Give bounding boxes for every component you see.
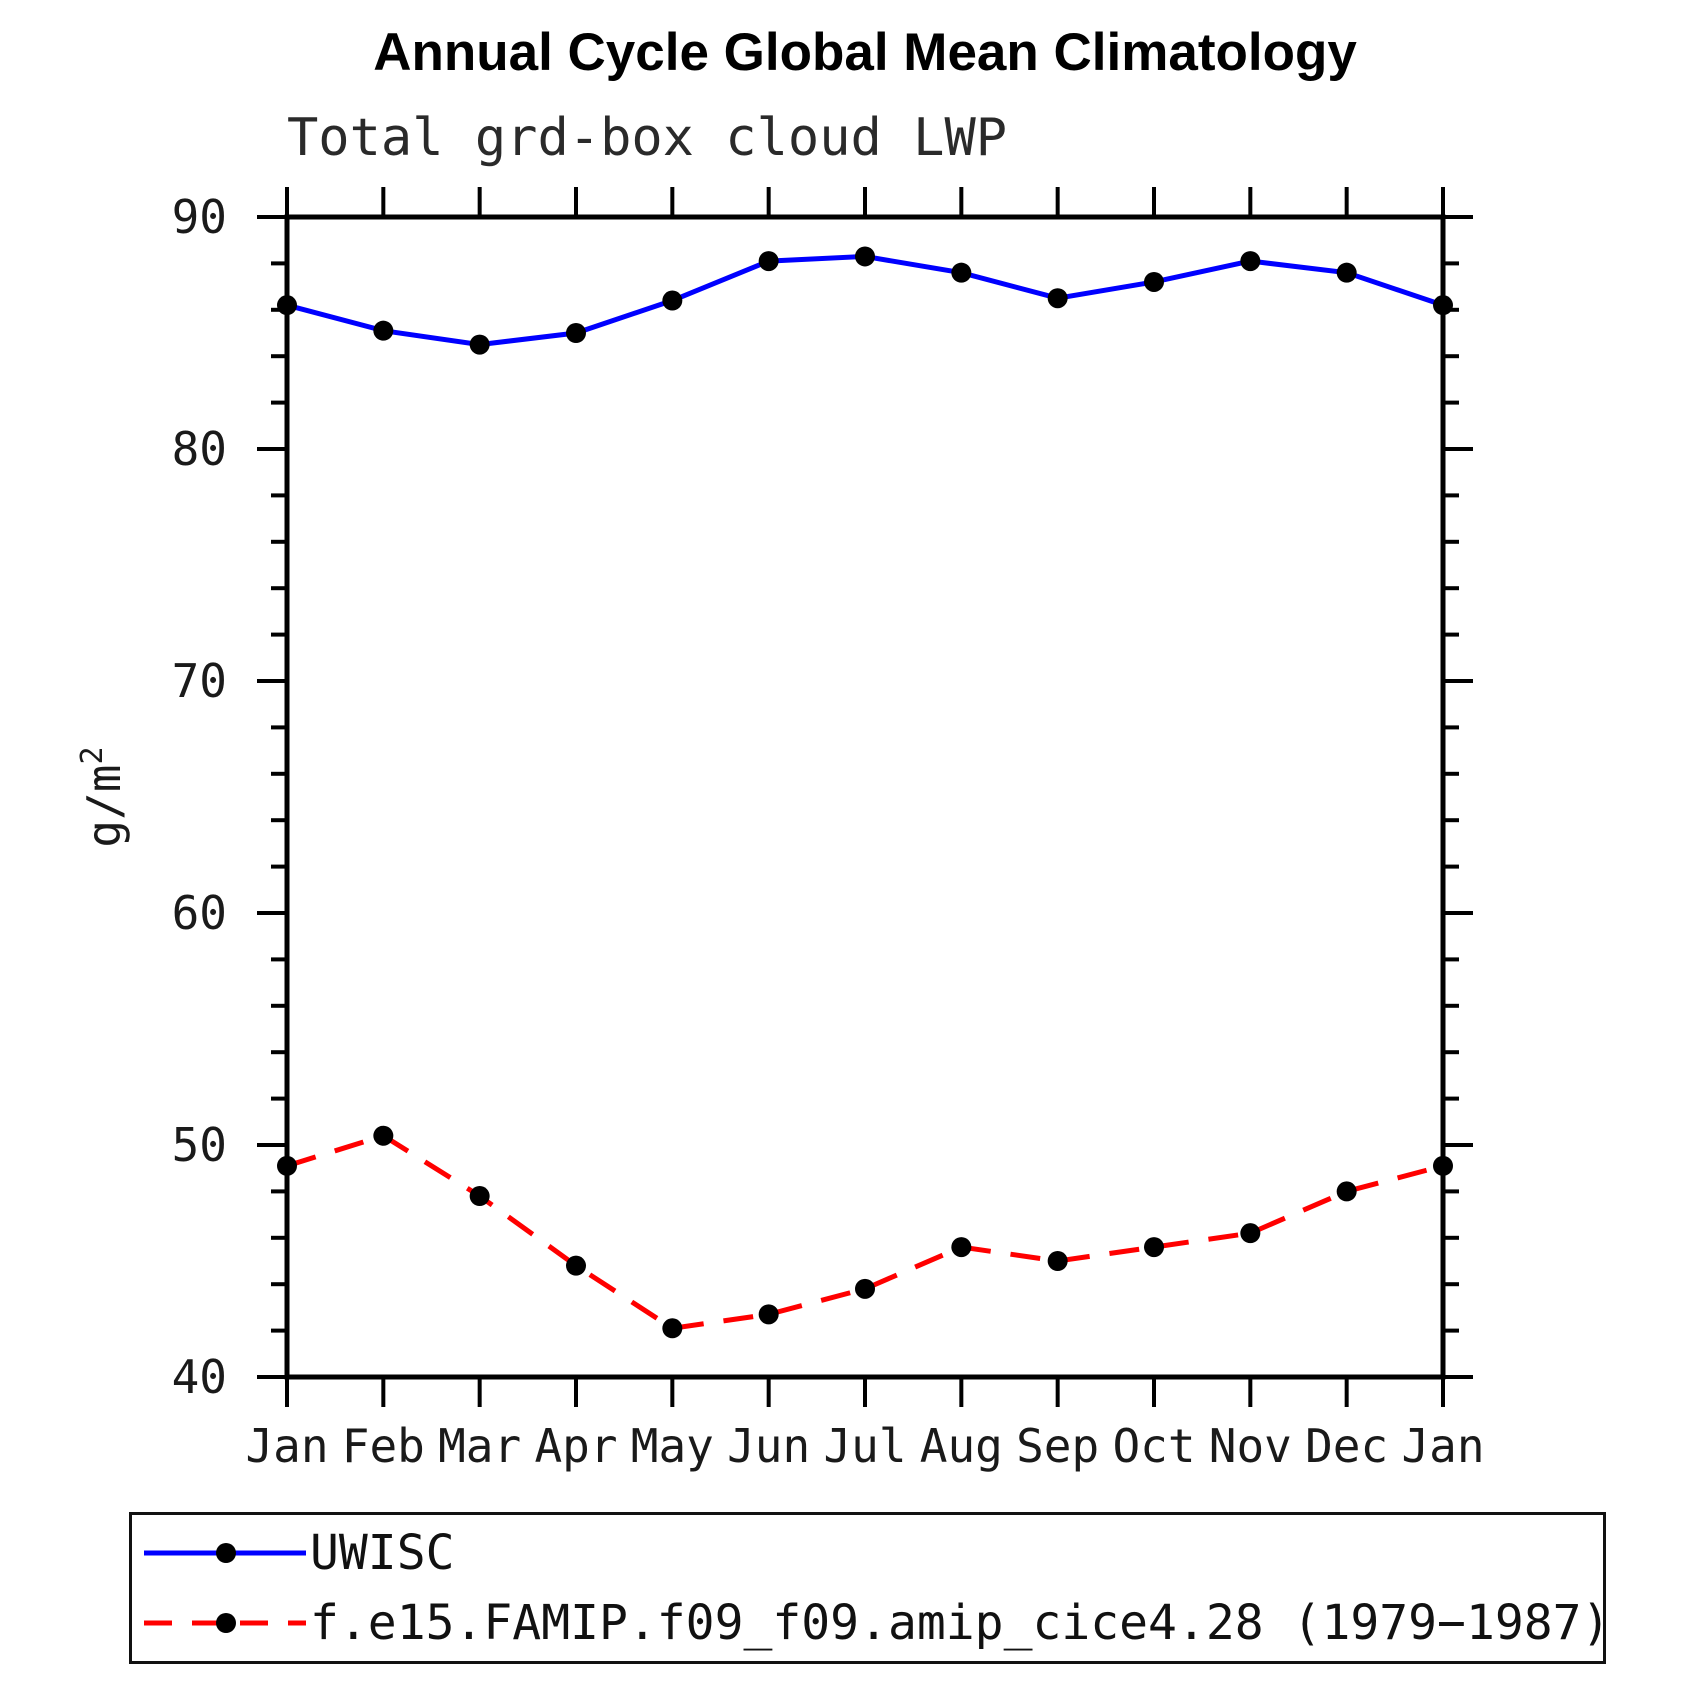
x-tick-label: Mar: [438, 1419, 521, 1473]
y-axis-title: g/m2: [75, 746, 131, 847]
legend-entry-uwisc: UWISC: [140, 1518, 1603, 1588]
x-tick-label: Apr: [534, 1419, 617, 1473]
x-tick-label: Sep: [1016, 1419, 1099, 1473]
data-point-0-10: [1240, 251, 1261, 272]
data-point-0-9: [1144, 271, 1164, 292]
y-tick-label: 50: [172, 1118, 227, 1172]
legend-box: UWISC f.e15.FAMIP.f09_f09.amip_cice4.28 …: [129, 1512, 1610, 1664]
series-line-0: [286, 253, 1444, 348]
data-point-1-8: [1047, 1251, 1068, 1271]
data-point-1-1: [373, 1125, 394, 1146]
data-point-1-10: [1240, 1223, 1261, 1244]
x-tick-label: Oct: [1112, 1419, 1195, 1473]
data-point-0-0: [277, 295, 297, 316]
data-point-0-2: [469, 334, 490, 355]
y-tick-label: 70: [172, 654, 227, 708]
legend-label-model: f.e15.FAMIP.f09_f09.amip_cice4.28 (1979−…: [310, 1595, 1611, 1651]
y-tick-label: 90: [172, 190, 227, 244]
data-point-1-5: [758, 1304, 779, 1325]
plot-frame: [284, 214, 1446, 1380]
x-tick-label: Feb: [342, 1419, 425, 1473]
x-tick-label: Dec: [1305, 1419, 1388, 1473]
x-tick-label: May: [631, 1419, 714, 1473]
data-point-1-3: [566, 1255, 586, 1276]
legend-marker-circle-icon: [216, 1613, 236, 1633]
data-point-0-11: [1336, 262, 1357, 283]
data-point-1-0: [277, 1155, 297, 1176]
data-point-0-7: [951, 262, 972, 283]
legend-marker-circle-icon: [216, 1543, 236, 1563]
data-point-0-5: [758, 251, 779, 272]
y-tick-label: 40: [172, 1350, 227, 1404]
y-tick-label: 60: [172, 886, 227, 940]
x-tick-label: Nov: [1209, 1419, 1292, 1473]
x-tick-label: Jan: [1401, 1419, 1484, 1473]
legend-entry-model: f.e15.FAMIP.f09_f09.amip_cice4.28 (1979−…: [140, 1588, 1610, 1658]
data-point-1-2: [469, 1186, 490, 1207]
series-line-1: [286, 1132, 1444, 1331]
legend-sample-model: [144, 1613, 306, 1633]
x-tick-label: Jun: [727, 1419, 810, 1473]
data-point-0-4: [662, 290, 683, 311]
data-point-1-11: [1336, 1181, 1357, 1202]
data-point-0-3: [566, 323, 586, 343]
figure-title: Annual Cycle Global Mean Climatology: [373, 23, 1357, 82]
data-point-1-9: [1144, 1237, 1164, 1258]
y-tick-label: 80: [172, 422, 227, 476]
x-tick-label: Jul: [823, 1419, 906, 1473]
x-tick-label: Aug: [920, 1419, 1003, 1473]
data-point-1-4: [662, 1318, 683, 1339]
data-point-1-7: [951, 1237, 972, 1258]
data-point-1-12: [1433, 1155, 1453, 1176]
figure-subtitle: Total grd-box cloud LWP: [287, 108, 1008, 168]
legend-sample-uwisc: [144, 1543, 306, 1563]
data-point-0-12: [1433, 295, 1453, 316]
data-point-1-6: [855, 1278, 875, 1299]
data-point-0-6: [855, 246, 875, 267]
data-point-0-8: [1047, 288, 1068, 309]
legend-label-uwisc: UWISC: [310, 1525, 455, 1581]
x-tick-label: Jan: [245, 1419, 328, 1473]
data-point-0-1: [373, 320, 394, 341]
